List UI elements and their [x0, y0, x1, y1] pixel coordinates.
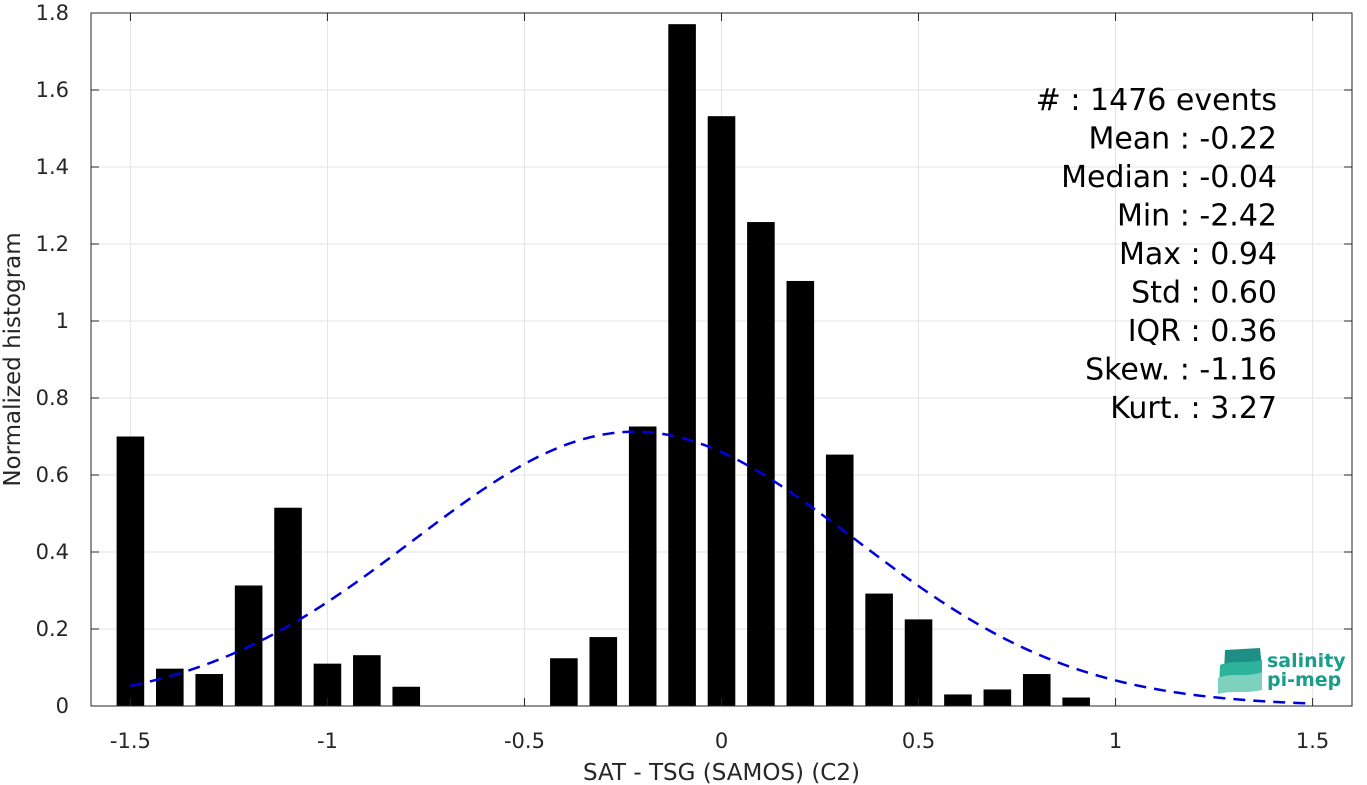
histogram-bar — [550, 658, 578, 706]
logo-text-line1: salinity — [1267, 650, 1346, 672]
x-tick-label: 0 — [715, 729, 728, 753]
histogram-bar — [195, 674, 224, 706]
histogram-bar — [116, 436, 145, 706]
y-tick-label: 1.6 — [36, 78, 69, 102]
histogram-bar — [825, 454, 854, 706]
stat-line: Std : 0.60 — [1131, 276, 1277, 311]
x-tick-label: -0.5 — [504, 729, 545, 753]
x-axis-label: SAT - TSG (SAMOS) (C2) — [583, 760, 860, 785]
stat-line: Mean : -0.22 — [1088, 122, 1277, 157]
x-tick-label: 1.5 — [1296, 729, 1329, 753]
histogram-bars — [116, 24, 1090, 707]
stat-line: # : 1476 events — [1036, 83, 1277, 118]
stat-line: Kurt. : 3.27 — [1110, 391, 1277, 426]
wave-logo-icon — [1218, 648, 1262, 694]
histogram-bar — [668, 24, 696, 707]
y-tick-label: 0.6 — [36, 463, 69, 487]
stat-line: Min : -2.42 — [1117, 199, 1277, 234]
y-tick-label: 0 — [56, 694, 69, 718]
stat-line: Max : 0.94 — [1119, 237, 1277, 272]
normal-fit-curve — [130, 430, 1313, 705]
y-tick-label: 0.4 — [36, 540, 69, 564]
y-tick-label: 1.4 — [36, 155, 69, 179]
histogram-bar — [274, 507, 302, 706]
axis-ticks: -1.5 -1 -0.5 0 0.5 1 1.5 0 0.2 0.4 0.6 0.8 1 1.2 1.4 1.… — [36, 1, 1352, 753]
histogram-bar — [983, 689, 1012, 706]
histogram-bar — [589, 637, 618, 706]
histogram-bar — [865, 593, 893, 706]
histogram-bar — [904, 619, 933, 706]
y-axis-label: Normalized histogram — [0, 232, 26, 486]
histogram-bar — [1062, 697, 1090, 706]
y-tick-label: 1.8 — [36, 1, 69, 25]
y-tick-label: 1 — [56, 309, 69, 333]
histogram-bar — [156, 668, 184, 706]
salinity-pi-mep-logo: salinity pi-mep — [1218, 648, 1346, 694]
x-tick-label: 1 — [1109, 729, 1122, 753]
logo-text-line2: pi-mep — [1267, 669, 1341, 691]
x-tick-label: -1 — [317, 729, 338, 753]
histogram-bar — [392, 686, 421, 706]
histogram-bar — [707, 116, 736, 707]
y-tick-label: 1.2 — [36, 232, 69, 256]
x-tick-label: 0.5 — [902, 729, 935, 753]
histogram-bar — [747, 222, 775, 706]
histogram-bar — [628, 426, 657, 706]
histogram-bar — [1022, 674, 1051, 706]
y-tick-label: 0.2 — [36, 617, 69, 641]
stat-line: Median : -0.04 — [1061, 160, 1277, 195]
histogram-bar — [353, 655, 381, 706]
stat-line: Skew. : -1.16 — [1085, 353, 1277, 388]
histogram-bar — [944, 694, 972, 706]
y-tick-label: 0.8 — [36, 386, 69, 410]
stat-line: IQR : 0.36 — [1128, 314, 1277, 349]
x-tick-label: -1.5 — [110, 729, 151, 753]
